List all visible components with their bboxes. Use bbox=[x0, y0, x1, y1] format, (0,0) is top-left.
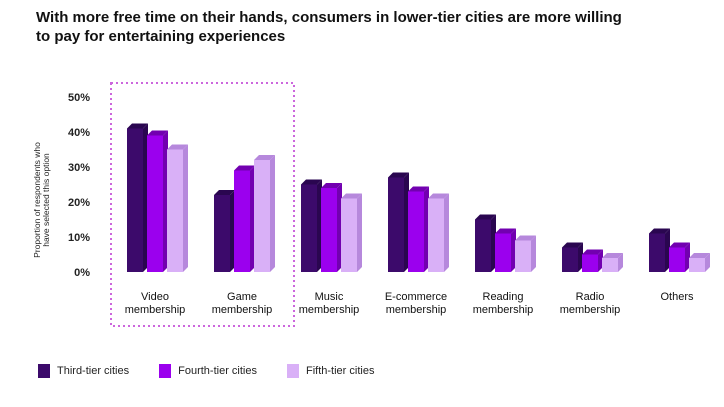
y-axis-title-line: have selected this option bbox=[41, 153, 51, 247]
legend-label: Fifth-tier cities bbox=[305, 365, 375, 377]
legend-item: Third-tier cities bbox=[38, 364, 129, 378]
y-tick-label: 30% bbox=[68, 162, 90, 174]
bar bbox=[167, 144, 188, 272]
category-label: E-commerce bbox=[385, 291, 447, 303]
bar bbox=[147, 130, 168, 272]
bar bbox=[689, 253, 710, 272]
y-axis-label: Proportion of respondents who have select… bbox=[32, 142, 51, 258]
y-tick-label: 50% bbox=[68, 92, 90, 104]
legend-swatch bbox=[159, 364, 172, 378]
legend-label: Third-tier cities bbox=[57, 365, 130, 377]
category-label: Game bbox=[227, 291, 257, 303]
category-label: membership bbox=[299, 304, 360, 316]
bar bbox=[475, 214, 496, 272]
bar bbox=[602, 253, 623, 272]
y-tick-label: 40% bbox=[68, 127, 90, 139]
y-tick-label: 0% bbox=[74, 267, 90, 279]
category-label: membership bbox=[386, 304, 447, 316]
bar bbox=[127, 123, 148, 272]
y-tick-label: 20% bbox=[68, 197, 90, 209]
category-label: Music bbox=[315, 291, 344, 303]
bar bbox=[234, 165, 255, 272]
bar bbox=[562, 242, 583, 272]
category-label: Others bbox=[660, 291, 694, 303]
legend-item: Fourth-tier cities bbox=[159, 364, 257, 378]
category-label: Video bbox=[141, 291, 169, 303]
bar bbox=[649, 228, 670, 272]
legend-swatch bbox=[286, 364, 299, 378]
bar-chart: Proportion of respondents who have select… bbox=[32, 82, 710, 327]
y-tick-label: 10% bbox=[68, 232, 90, 244]
legend-label: Fourth-tier cities bbox=[178, 365, 257, 377]
highlight-box bbox=[110, 82, 295, 327]
bar bbox=[515, 235, 536, 272]
category-label: Reading bbox=[483, 291, 524, 303]
bar bbox=[254, 155, 275, 272]
bar bbox=[341, 193, 362, 272]
bar bbox=[214, 190, 235, 272]
legend-item: Fifth-tier cities bbox=[286, 364, 375, 378]
category-label: membership bbox=[473, 304, 534, 316]
chart-title: With more free time on their hands, cons… bbox=[36, 9, 622, 45]
bar bbox=[495, 228, 516, 272]
y-axis-title-line: Proportion of respondents who bbox=[32, 142, 42, 258]
category-label: membership bbox=[125, 304, 186, 316]
bar bbox=[321, 183, 342, 272]
bar bbox=[582, 249, 603, 272]
category-label: membership bbox=[560, 304, 621, 316]
legend-swatch bbox=[38, 364, 50, 378]
category-label: Radio bbox=[576, 291, 605, 303]
bar bbox=[301, 179, 322, 272]
bar bbox=[388, 172, 409, 272]
bar bbox=[669, 242, 690, 272]
bar bbox=[408, 186, 429, 272]
bar bbox=[428, 193, 449, 272]
legend: Third-tier cities Fourth-tier cities Fifth… bbox=[38, 364, 404, 378]
category-label: membership bbox=[212, 304, 273, 316]
